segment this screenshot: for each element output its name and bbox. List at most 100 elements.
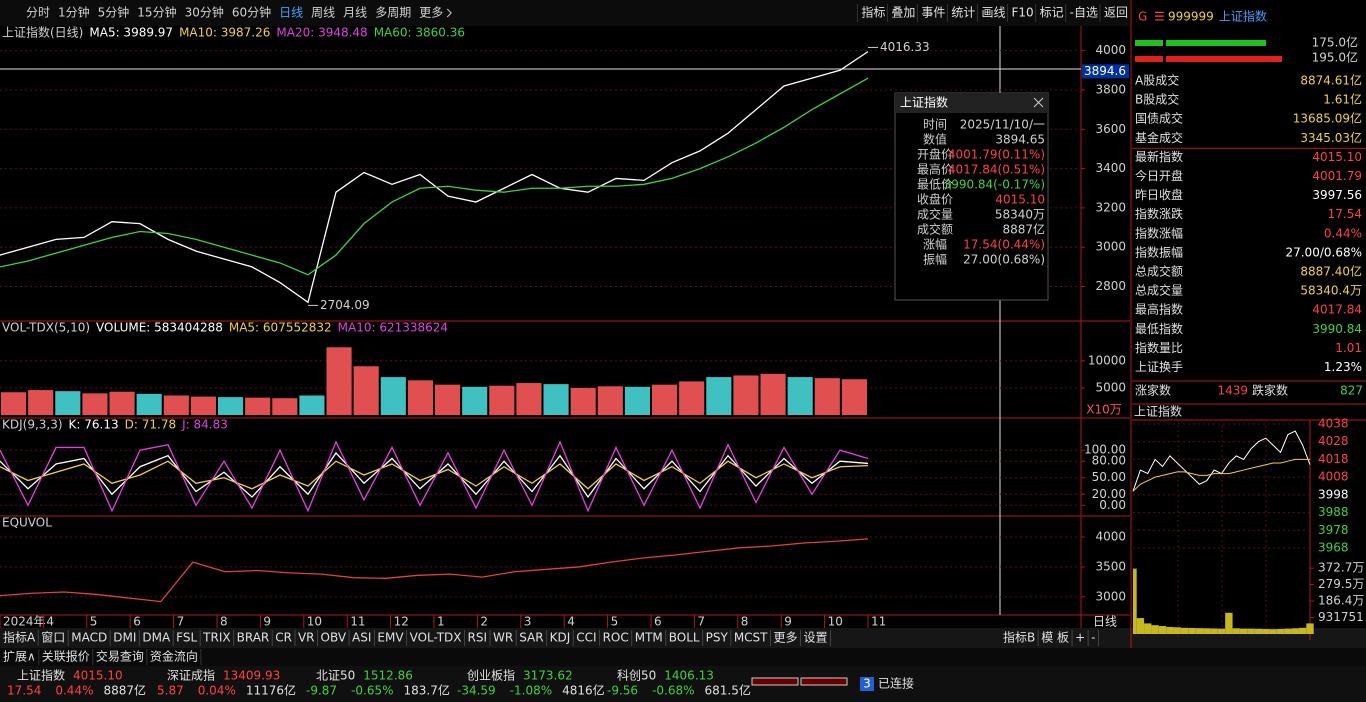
- tab[interactable]: 指标A: [3, 630, 36, 645]
- ticker-name: 北证50: [316, 669, 355, 683]
- ticker-amount: 681.5亿: [705, 683, 751, 698]
- time-label: 2: [480, 615, 488, 629]
- period-tab[interactable]: 5分钟: [98, 5, 130, 20]
- tab[interactable]: OBV: [321, 631, 347, 645]
- volume-bar: [760, 373, 786, 415]
- ticker-pct: 0.44%: [55, 684, 93, 698]
- popup-label: 涨幅: [923, 237, 947, 252]
- tool-button[interactable]: -自选: [1070, 6, 1098, 20]
- tab[interactable]: TRIX: [202, 631, 230, 645]
- ticker-change: 5.87: [157, 684, 184, 698]
- tab[interactable]: CR: [275, 631, 292, 645]
- time-label: 1: [437, 615, 445, 629]
- popup-value: 4001.79(0.11%): [948, 148, 1045, 162]
- quote-menu[interactable]: ☰: [1154, 10, 1165, 24]
- tab[interactable]: ROC: [603, 631, 629, 645]
- tab[interactable]: MCST: [734, 631, 768, 645]
- volume-bar: [462, 386, 488, 415]
- tab[interactable]: 设置: [804, 631, 828, 645]
- tab[interactable]: +: [1075, 631, 1085, 645]
- time-label: 5: [90, 615, 98, 629]
- indicator-value: MA20: 3948.48: [276, 26, 367, 40]
- tab[interactable]: -: [1091, 631, 1095, 645]
- sub-tab-bar: [0, 648, 1366, 666]
- mini-volume: [1158, 626, 1167, 634]
- tab[interactable]: MTM: [635, 631, 663, 645]
- time-label: 8: [220, 615, 228, 629]
- period-tab[interactable]: 30分钟: [185, 5, 224, 20]
- tab[interactable]: CCI: [576, 631, 596, 645]
- indicator-value: MA10: 3987.26: [179, 26, 270, 40]
- indicator-value: MA5: 3989.97: [89, 26, 173, 40]
- stat-value: 0.44%: [1324, 226, 1362, 240]
- down-count: 827: [1340, 384, 1363, 398]
- mini-y-tick: 4028: [1318, 434, 1349, 448]
- tool-button[interactable]: 标记: [1040, 6, 1064, 20]
- tab[interactable]: MACD: [71, 631, 107, 645]
- period-tab[interactable]: 60分钟: [232, 5, 271, 20]
- tab[interactable]: 交易查询: [96, 649, 144, 664]
- popup-label: 最低价: [917, 178, 953, 192]
- tab[interactable]: BRAR: [237, 631, 270, 645]
- ticker-price: 1512.86: [363, 669, 413, 683]
- volume-bar: [380, 377, 406, 415]
- popup-title: 上证指数: [900, 95, 948, 110]
- mini-volume: [1284, 628, 1292, 634]
- tab[interactable]: 更多: [774, 631, 798, 645]
- y-tick-label: 3500: [1095, 559, 1126, 573]
- y-tick-label: 20.00: [1092, 487, 1126, 501]
- period-tab[interactable]: 周线: [311, 6, 335, 20]
- stat-value: 13685.09亿: [1293, 111, 1362, 126]
- tool-button[interactable]: 指标: [861, 5, 885, 20]
- period-tab[interactable]: 更多: [419, 6, 443, 20]
- tab[interactable]: 窗口: [41, 631, 65, 645]
- tab[interactable]: 扩展∧: [3, 650, 36, 664]
- tab[interactable]: KDJ: [550, 631, 571, 645]
- popup-close[interactable]: [1033, 97, 1044, 108]
- period-tab[interactable]: 分时: [26, 6, 50, 20]
- tab[interactable]: 关联报价: [42, 649, 90, 664]
- period-tab[interactable]: 15分钟: [137, 5, 176, 20]
- tab[interactable]: EMV: [377, 631, 404, 645]
- tab[interactable]: FSL: [176, 631, 197, 645]
- tab[interactable]: VOL-TDX: [410, 631, 462, 645]
- tab[interactable]: BOLL: [669, 631, 700, 645]
- tool-button[interactable]: 事件: [921, 6, 945, 20]
- ticker-pct: -0.65%: [351, 684, 393, 698]
- tool-button[interactable]: F10: [1011, 6, 1033, 20]
- mini-volume: [1144, 623, 1152, 634]
- status-count: 3: [863, 677, 871, 691]
- tool-button[interactable]: 统计: [951, 6, 975, 20]
- tab[interactable]: DMA: [142, 631, 171, 645]
- ticker-name: 上证指数: [17, 668, 65, 683]
- volume-bar: [706, 377, 732, 415]
- tab[interactable]: SAR: [519, 631, 543, 645]
- panel-borders: [0, 0, 1366, 648]
- tab[interactable]: 指标B: [1003, 630, 1035, 645]
- tab[interactable]: RSI: [468, 631, 488, 645]
- tab[interactable]: ASI: [352, 631, 371, 645]
- tab[interactable]: PSY: [706, 631, 729, 645]
- tab[interactable]: VR: [298, 631, 315, 645]
- period-tab[interactable]: 月线: [343, 6, 367, 20]
- volume-bar: [136, 393, 162, 415]
- tab[interactable]: DMI: [113, 631, 136, 645]
- ticker-price: 4015.10: [73, 669, 123, 683]
- series-line: [0, 460, 869, 490]
- tool-button[interactable]: 叠加: [891, 6, 915, 20]
- period-tab[interactable]: 1分钟: [58, 5, 90, 20]
- popup-value: 27.00(0.68%): [963, 253, 1045, 267]
- panel-title: KDJ(9,3,3): [2, 418, 63, 432]
- tool-button[interactable]: 返回: [1104, 6, 1128, 20]
- tab[interactable]: 资金流向: [150, 649, 198, 664]
- quote-name: 上证指数: [1219, 9, 1267, 24]
- chevron: [446, 8, 452, 18]
- period-tab[interactable]: 多周期: [375, 6, 411, 20]
- mini-volume: [1203, 628, 1211, 634]
- tab[interactable]: WR: [493, 631, 513, 645]
- period-tab[interactable]: 日线: [279, 6, 303, 20]
- volume-bar: [787, 377, 813, 415]
- tab[interactable]: 模 板: [1041, 631, 1069, 645]
- tool-button[interactable]: 画线: [981, 6, 1005, 20]
